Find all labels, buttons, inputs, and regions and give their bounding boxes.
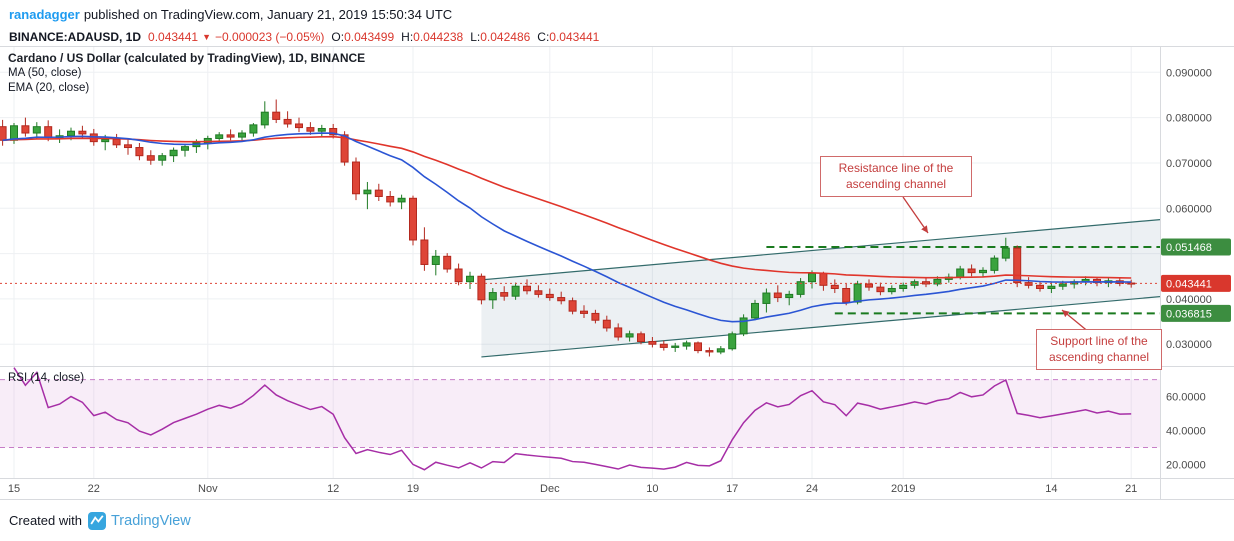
svg-text:0.080000: 0.080000	[1166, 113, 1212, 125]
symbol-name: BINANCE:ADAUSD, 1D	[9, 30, 142, 44]
svg-text:12: 12	[327, 483, 339, 495]
price-badge-label: 0.051468	[1166, 242, 1212, 254]
svg-text:20.0000: 20.0000	[1166, 459, 1206, 471]
ma-legend: MA (50, close)	[8, 67, 82, 79]
svg-text:0.090000: 0.090000	[1166, 67, 1212, 79]
channel-support-line	[481, 296, 1161, 358]
svg-text:19: 19	[407, 483, 419, 495]
high-label: H:	[401, 30, 414, 44]
ohlc-low: L:0.042486	[470, 30, 530, 44]
ohlc-open: O:0.043499	[331, 30, 394, 44]
ohlc-close: C:0.043441	[537, 30, 599, 44]
svg-text:0.040000: 0.040000	[1166, 294, 1212, 306]
svg-text:Nov: Nov	[198, 483, 218, 495]
svg-text:2019: 2019	[891, 483, 915, 495]
svg-text:40.0000: 40.0000	[1166, 425, 1206, 437]
ohlc-bar: BINANCE:ADAUSD, 1D 0.043441 ▼ −0.000023 …	[0, 28, 1234, 46]
svg-text:22: 22	[88, 483, 100, 495]
svg-text:17: 17	[726, 483, 738, 495]
rsi-line	[13, 367, 1132, 471]
price-badge-label: 0.043441	[1166, 278, 1212, 290]
open-value: 0.043499	[344, 30, 395, 44]
last-price: 0.043441	[148, 30, 199, 44]
svg-text:15: 15	[8, 483, 20, 495]
chart-legend: Cardano / US Dollar (calculated by Tradi…	[8, 50, 365, 96]
username-link[interactable]: ranadagger	[9, 6, 80, 22]
price-badge	[1161, 304, 1231, 322]
svg-text:21: 21	[1125, 483, 1137, 495]
svg-text:0.060000: 0.060000	[1166, 203, 1212, 215]
down-arrow-icon: ▼	[202, 32, 211, 42]
rsi-band	[0, 379, 1160, 448]
ema20-line	[2, 132, 1132, 323]
created-with-text: Created with	[9, 513, 82, 528]
price-badge-label: 0.036815	[1166, 308, 1212, 320]
svg-text:Dec: Dec	[540, 483, 560, 495]
resistance-callout: Resistance line of the ascending channel	[820, 156, 972, 198]
price-badge	[1161, 238, 1231, 256]
price-badge	[1161, 274, 1231, 292]
price-axis: 0.090000 0.080000 0.070000 0.060000 0.040000…	[1166, 67, 1212, 471]
chart-area: 0.090000 0.080000 0.070000 0.060000 0.040000…	[0, 46, 1234, 500]
ohlc-high: H:0.044238	[401, 30, 463, 44]
support-callout: Support line of the ascending channel	[1036, 329, 1162, 371]
svg-text:0.070000: 0.070000	[1166, 158, 1212, 170]
rsi-legend: RSI (14, close)	[8, 372, 85, 384]
ascending-channel	[481, 219, 1161, 358]
footer: Created with TradingView	[0, 500, 1234, 541]
tradingview-brand-link[interactable]: TradingView	[110, 512, 191, 529]
svg-text:14: 14	[1045, 483, 1057, 495]
low-label: L:	[470, 30, 481, 44]
chart-canvas: 0.090000 0.080000 0.070000 0.060000 0.040000…	[0, 46, 1234, 500]
gridlines	[0, 46, 1160, 478]
channel-resistance-line	[481, 219, 1161, 281]
low-value: 0.042486	[480, 30, 531, 44]
time-axis: 15 22 Nov 12 19 Dec 10 17 24 2019 14 21	[8, 483, 1137, 495]
chart-title: Cardano / US Dollar (calculated by Tradi…	[8, 51, 366, 65]
close-value: 0.043441	[549, 30, 600, 44]
ema-legend: EMA (20, close)	[8, 82, 90, 94]
svg-text:10: 10	[646, 483, 658, 495]
resistance-arrow	[902, 196, 929, 234]
svg-text:24: 24	[806, 483, 818, 495]
price-change: −0.000023 (−0.05%)	[215, 30, 325, 44]
svg-text:0.030000: 0.030000	[1166, 339, 1212, 351]
publish-info-bar: ranadagger published on TradingView.com,…	[0, 0, 1234, 28]
published-text: published on TradingView.com, January 21…	[83, 6, 453, 22]
tradingview-logo-icon	[87, 511, 106, 530]
close-label: C:	[537, 30, 550, 44]
open-label: O:	[331, 30, 345, 44]
high-value: 0.044238	[413, 30, 464, 44]
svg-text:60.0000: 60.0000	[1166, 392, 1206, 404]
ma50-line	[2, 135, 1132, 279]
